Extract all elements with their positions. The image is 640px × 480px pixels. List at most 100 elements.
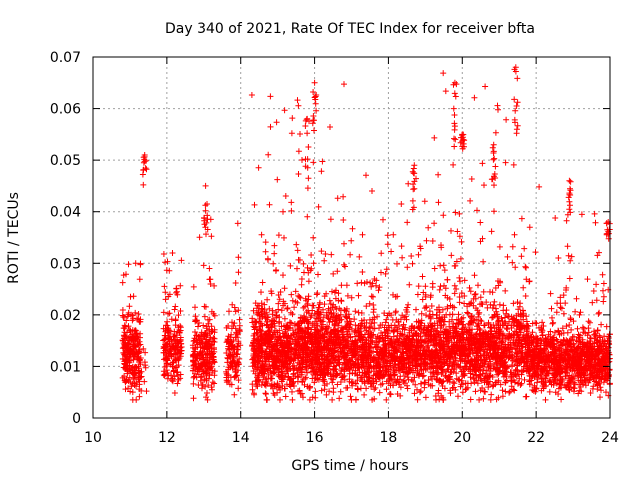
data-point <box>391 369 398 376</box>
data-point <box>359 231 366 238</box>
data-point <box>287 365 294 372</box>
data-point <box>234 346 241 353</box>
data-point <box>288 320 295 326</box>
data-point <box>320 321 326 328</box>
data-point <box>200 348 206 355</box>
data-point <box>369 188 375 194</box>
data-point <box>349 225 356 232</box>
data-point <box>456 274 463 281</box>
data-point <box>310 159 317 166</box>
data-point <box>313 320 320 327</box>
data-point <box>314 290 321 297</box>
data-point <box>161 372 168 379</box>
data-point <box>331 289 338 296</box>
data-point <box>264 380 271 387</box>
data-point <box>126 303 133 310</box>
data-point <box>310 260 317 267</box>
data-point <box>374 333 381 340</box>
data-point <box>254 329 261 336</box>
data-point <box>190 338 197 345</box>
data-point <box>325 363 332 370</box>
data-point <box>137 316 144 323</box>
data-point <box>344 328 351 335</box>
data-point <box>258 300 265 307</box>
data-point <box>548 305 555 312</box>
data-point <box>363 172 369 179</box>
data-point <box>296 330 302 337</box>
data-point <box>487 396 494 403</box>
data-point <box>135 341 142 347</box>
data-point <box>422 283 429 290</box>
data-point <box>310 368 317 375</box>
data-point <box>229 319 235 326</box>
data-point <box>271 369 278 376</box>
data-point <box>288 291 295 298</box>
data-point <box>131 372 138 378</box>
data-point <box>520 284 527 291</box>
data-point <box>497 381 504 388</box>
data-point <box>382 319 389 326</box>
data-point <box>296 293 303 300</box>
data-point <box>510 386 517 393</box>
data-point <box>503 116 510 123</box>
data-point <box>327 336 334 343</box>
data-point <box>296 326 303 333</box>
data-point <box>275 373 282 380</box>
data-point <box>204 396 211 403</box>
data-point <box>128 383 135 390</box>
data-point <box>379 334 386 341</box>
data-point <box>135 311 142 317</box>
data-point <box>129 389 136 396</box>
data-point <box>399 366 406 373</box>
data-point <box>178 257 185 264</box>
data-point <box>388 351 395 358</box>
data-point <box>253 347 260 354</box>
data-point <box>135 369 142 376</box>
data-point <box>289 115 296 122</box>
data-point <box>322 251 329 257</box>
data-point <box>232 308 239 315</box>
data-point <box>405 301 412 308</box>
data-point <box>192 329 198 335</box>
data-point <box>265 151 272 158</box>
data-point <box>289 388 295 395</box>
data-point <box>341 372 348 379</box>
data-point <box>392 377 399 384</box>
data-point <box>120 337 127 344</box>
data-point <box>384 232 391 239</box>
data-point <box>130 374 137 381</box>
data-point <box>305 352 312 359</box>
data-point <box>258 231 265 238</box>
data-point <box>327 358 334 365</box>
data-point <box>373 282 379 289</box>
data-point <box>210 350 216 357</box>
data-point <box>396 335 403 342</box>
data-point <box>418 317 425 324</box>
data-point <box>204 390 210 396</box>
data-point <box>125 340 131 347</box>
data-point <box>266 331 273 338</box>
data-point <box>195 323 201 330</box>
data-point <box>409 336 415 343</box>
data-point <box>370 293 376 300</box>
data-point <box>312 394 319 401</box>
data-point <box>382 340 389 347</box>
data-point <box>350 346 356 353</box>
data-point <box>363 303 370 310</box>
data-point <box>272 357 279 364</box>
data-point <box>264 296 271 303</box>
data-point <box>453 286 460 292</box>
data-point <box>467 396 474 403</box>
data-point <box>376 363 383 370</box>
data-point <box>263 391 269 397</box>
data-point <box>380 359 387 366</box>
data-point <box>471 94 478 101</box>
data-point <box>175 312 182 319</box>
data-point <box>352 327 359 334</box>
data-point <box>177 334 184 341</box>
data-point <box>352 308 359 315</box>
data-point <box>451 282 458 289</box>
data-point <box>276 296 283 303</box>
data-point <box>338 282 345 289</box>
data-point <box>408 253 415 259</box>
